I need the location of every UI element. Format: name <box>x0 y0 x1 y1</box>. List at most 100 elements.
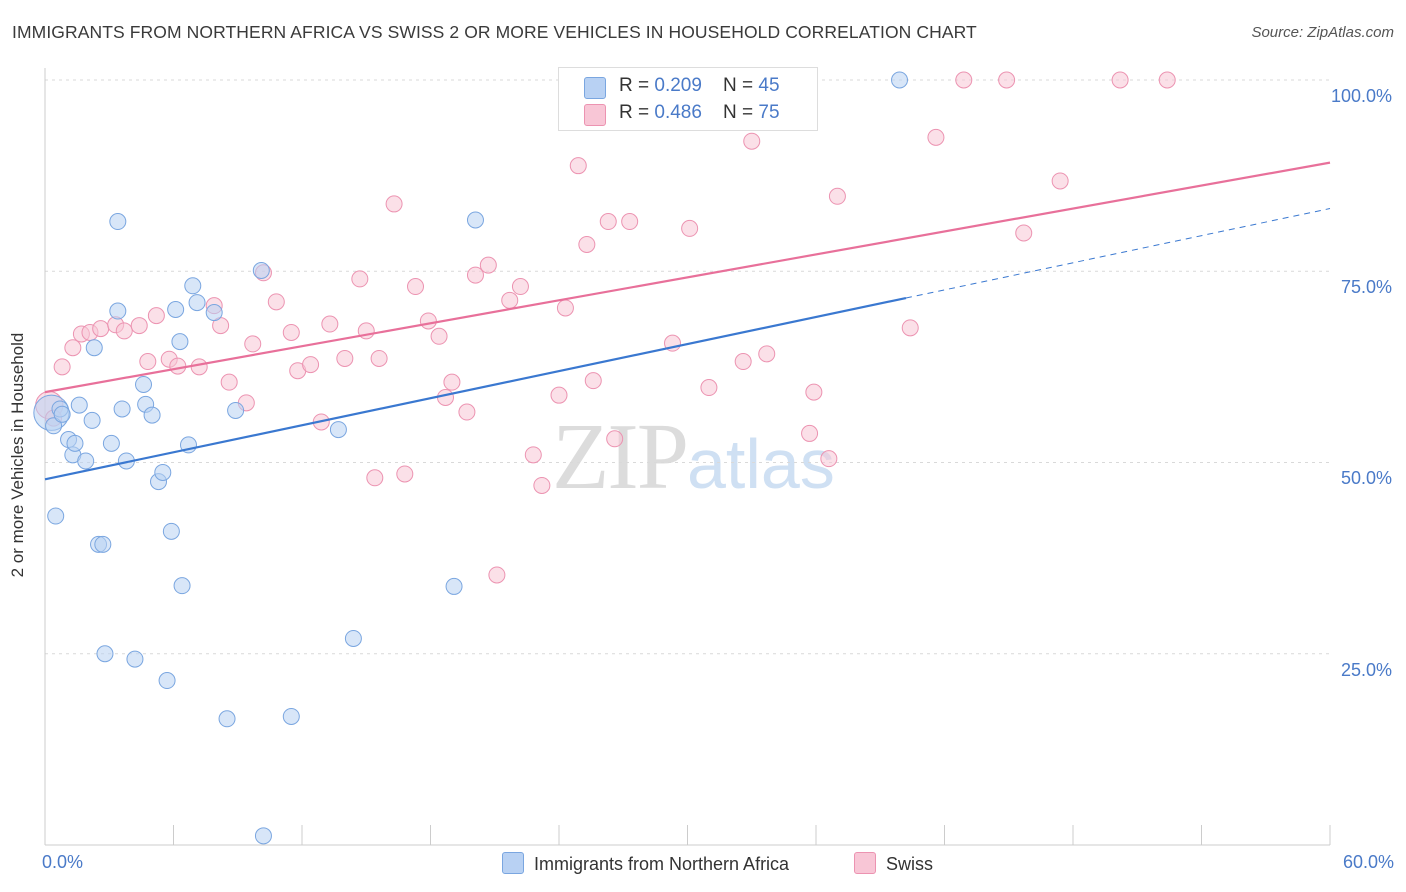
swiss-point <box>220 373 238 391</box>
axes <box>44 68 1331 846</box>
northern-africa-point <box>227 401 245 419</box>
legend-r-value: 0.209 <box>654 75 702 96</box>
northern-africa-point <box>162 522 180 540</box>
grid-lines <box>45 79 1330 655</box>
northern-africa-point <box>188 294 206 312</box>
swiss-point <box>805 383 823 401</box>
x-tick-0: 0.0% <box>42 852 84 872</box>
northern-africa-point <box>254 827 272 845</box>
swiss-point <box>743 132 761 150</box>
northern-africa-point <box>96 645 114 663</box>
series-northern-africa-points <box>33 71 909 845</box>
northern-africa-point <box>184 277 202 295</box>
y-tick-100: 100.0% <box>1330 86 1392 106</box>
swiss-point <box>443 373 461 391</box>
northern-africa-point <box>344 629 362 647</box>
swiss-point <box>501 291 519 309</box>
legend-n-label: N = <box>723 102 759 123</box>
northern-africa-point <box>218 710 236 728</box>
northern-africa-point <box>135 375 153 393</box>
legend-n-value: 75 <box>758 102 780 123</box>
legend-item-swiss: Swiss <box>854 852 933 875</box>
trend-lines <box>44 161 1331 481</box>
swiss-point <box>524 446 542 464</box>
swiss-point <box>606 430 624 448</box>
legend-swatch-blue <box>502 852 524 874</box>
northern-africa-point <box>445 577 463 595</box>
swiss-point <box>700 379 718 397</box>
swiss-trend-line <box>44 161 1331 394</box>
swiss-point <box>244 335 262 353</box>
swiss-point <box>820 450 838 468</box>
northern-africa-point <box>109 302 127 320</box>
swiss-point <box>366 469 384 487</box>
swiss-point <box>336 349 354 367</box>
swiss-point <box>599 213 617 231</box>
legend-label-swiss: Swiss <box>886 854 934 874</box>
northern-africa-point <box>282 707 300 725</box>
swiss-point <box>828 187 846 205</box>
northern-africa-point <box>109 213 127 231</box>
legend-label-northern-africa: Immigrants from Northern Africa <box>534 854 790 874</box>
northern-africa-point <box>329 421 347 439</box>
swiss-point <box>533 476 551 494</box>
swiss-point <box>1111 71 1129 89</box>
swiss-point <box>569 157 587 175</box>
swiss-point <box>901 319 919 337</box>
swiss-point <box>511 278 529 296</box>
northern-africa-point <box>53 405 71 423</box>
northern-africa-point <box>252 261 270 279</box>
northern-africa-point <box>891 71 909 89</box>
swiss-point <box>407 278 425 296</box>
legend-n-value: 45 <box>758 75 780 96</box>
swiss-point <box>430 327 448 345</box>
northern-africa-point <box>47 507 65 525</box>
northern-africa-point <box>85 339 103 357</box>
swiss-point <box>955 71 973 89</box>
swiss-point <box>584 372 602 390</box>
northern-africa-point <box>77 452 95 470</box>
swiss-point <box>190 358 208 376</box>
northern-africa-trend-extension <box>905 208 1331 299</box>
legend-swatch-pink <box>584 104 606 126</box>
northern-africa-point <box>167 301 185 318</box>
swiss-point <box>998 71 1016 89</box>
swiss-point <box>115 322 133 340</box>
swiss-point <box>351 270 369 288</box>
northern-africa-point <box>466 211 484 229</box>
swiss-point <box>681 219 699 237</box>
y-tick-25: 25.0% <box>1340 660 1392 680</box>
swiss-point <box>466 266 484 284</box>
northern-africa-point <box>158 672 176 690</box>
swiss-point <box>458 403 476 421</box>
northern-africa-point <box>66 434 84 452</box>
northern-africa-point <box>173 577 191 595</box>
swiss-point <box>139 353 157 371</box>
swiss-point <box>302 356 320 374</box>
swiss-point <box>53 358 71 376</box>
swiss-point <box>169 357 187 375</box>
northern-africa-point <box>94 535 112 553</box>
swiss-point <box>385 195 403 213</box>
swiss-point <box>419 312 437 330</box>
northern-africa-point <box>113 400 131 418</box>
northern-africa-point <box>171 333 189 351</box>
y-axis-label: 2 or more Vehicles in Household <box>8 332 27 578</box>
swiss-point <box>282 323 300 341</box>
northern-africa-point <box>205 304 223 322</box>
northern-africa-point <box>45 417 63 435</box>
northern-africa-point <box>83 411 101 429</box>
swiss-point <box>1015 224 1033 242</box>
x-tick-60: 60.0% <box>1342 852 1394 872</box>
swiss-point <box>758 345 776 363</box>
swiss-point <box>578 235 596 253</box>
northern-africa-trend-line <box>44 296 907 481</box>
series-swiss-points <box>35 71 1176 584</box>
swiss-point <box>734 353 752 371</box>
northern-africa-point <box>154 463 172 481</box>
swiss-point <box>479 256 497 274</box>
swiss-point <box>370 349 388 367</box>
swiss-point <box>92 320 110 338</box>
swiss-point <box>488 566 506 584</box>
